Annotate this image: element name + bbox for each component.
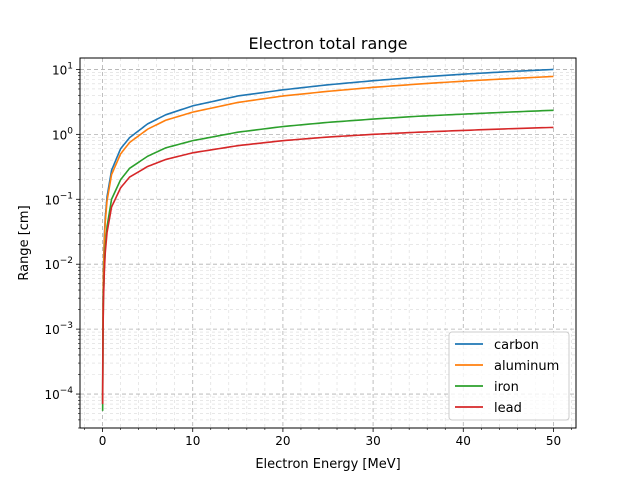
legend: carbon aluminum iron lead	[448, 331, 570, 421]
y-tick-label: 100	[52, 126, 73, 142]
series-line-lead	[101, 126, 554, 405]
series-lines	[101, 68, 554, 411]
y-tick-label: 10−1	[44, 191, 73, 207]
x-tick-label: 20	[275, 434, 290, 448]
legend-label-aluminum: aluminum	[494, 359, 559, 374]
y-tick-label: 10−3	[44, 321, 73, 337]
plot-frame	[79, 57, 577, 429]
legend-label-lead: lead	[494, 401, 522, 416]
x-tick-label: 50	[546, 434, 561, 448]
y-axis-label: Range [cm]	[17, 205, 32, 280]
y-tick-label: 10−4	[44, 386, 73, 402]
series-line-aluminum	[101, 75, 554, 401]
axis-ticks: 0 10 20 30 40 50 10−4 10−3 10−2 10−1 100 101	[44, 61, 572, 448]
y-tick-label: 101	[52, 61, 73, 77]
x-tick-label: 40	[456, 434, 471, 448]
legend-label-carbon: carbon	[494, 338, 539, 353]
x-tick-label: 0	[99, 434, 107, 448]
chart-title: Electron total range	[249, 34, 408, 53]
x-tick-label: 30	[365, 434, 380, 448]
x-tick-label: 10	[185, 434, 200, 448]
legend-entries: carbon aluminum iron lead	[455, 338, 559, 416]
x-axis-label: Electron Energy [MeV]	[255, 457, 400, 472]
legend-box	[448, 331, 570, 421]
legend-label-iron: iron	[494, 380, 519, 395]
y-tick-label: 10−2	[44, 256, 73, 272]
